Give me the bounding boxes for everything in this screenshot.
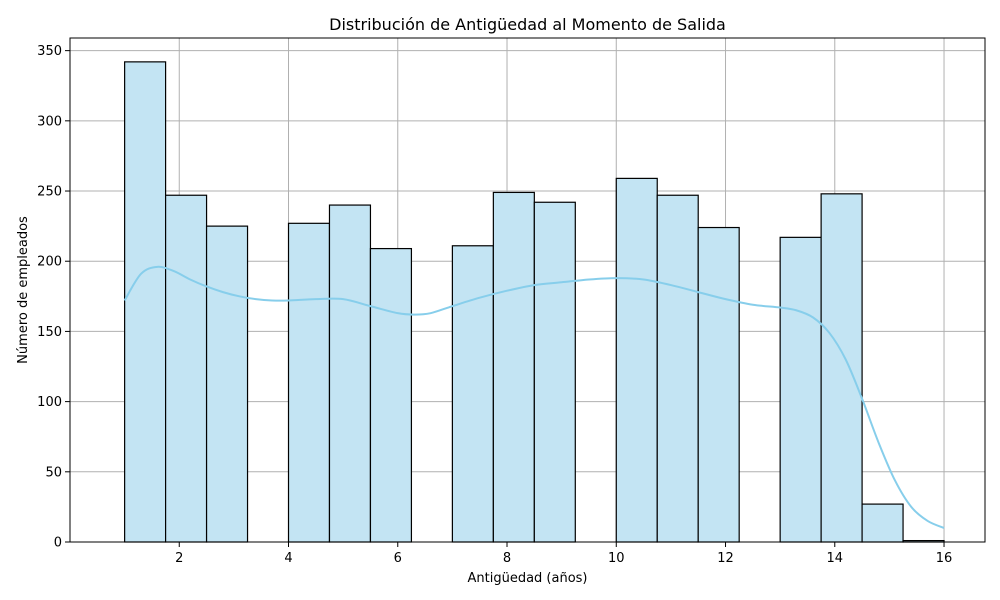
histogram-bar xyxy=(451,245,494,543)
y-tick-label: 250 xyxy=(37,185,62,200)
histogram-bar xyxy=(656,194,699,543)
kde-curve-layer xyxy=(123,265,945,529)
histogram-bar xyxy=(820,193,863,543)
x-tick-label: 16 xyxy=(936,551,953,566)
histogram-bar xyxy=(369,247,413,543)
histogram-bar xyxy=(164,194,208,543)
chart-title: Distribución de Antigüedad al Momento de… xyxy=(329,15,726,34)
x-tick-label: 4 xyxy=(284,551,292,566)
y-axis-label: Número de empleados xyxy=(16,216,31,364)
plot-area-frame xyxy=(69,37,986,543)
y-tick-label: 200 xyxy=(37,255,62,270)
x-tick-label: 12 xyxy=(717,551,734,566)
histogram-bar xyxy=(328,204,372,543)
x-axis-ticks: 2 4 6 8 10 12 14 16 xyxy=(175,542,952,566)
x-tick-label: 14 xyxy=(827,551,844,566)
y-axis-ticks: 0 50 100 150 200 250 300 350 xyxy=(37,44,70,551)
histogram-bar xyxy=(492,191,535,543)
histogram-bar xyxy=(533,201,576,543)
histogram-bar xyxy=(615,177,658,543)
x-tick-label: 10 xyxy=(608,551,625,566)
x-axis-label: Antigüedad (años) xyxy=(467,571,587,586)
histogram-bar xyxy=(124,61,167,543)
histogram-bar xyxy=(205,225,249,543)
kde-curve xyxy=(123,265,945,529)
histogram-bar xyxy=(697,226,740,543)
y-tick-label: 300 xyxy=(37,114,62,129)
x-tick-label: 8 xyxy=(503,551,511,566)
y-tick-label: 100 xyxy=(37,395,62,410)
x-tick-label: 6 xyxy=(394,551,402,566)
y-tick-label: 350 xyxy=(37,44,62,59)
histogram-bar xyxy=(779,236,822,543)
histogram-bar xyxy=(861,503,904,543)
y-tick-label: 50 xyxy=(45,465,62,480)
x-tick-label: 2 xyxy=(175,551,183,566)
histogram-bar xyxy=(287,222,331,543)
y-tick-label: 150 xyxy=(37,325,62,340)
y-tick-label: 0 xyxy=(54,536,62,551)
histogram-bars xyxy=(124,61,945,543)
